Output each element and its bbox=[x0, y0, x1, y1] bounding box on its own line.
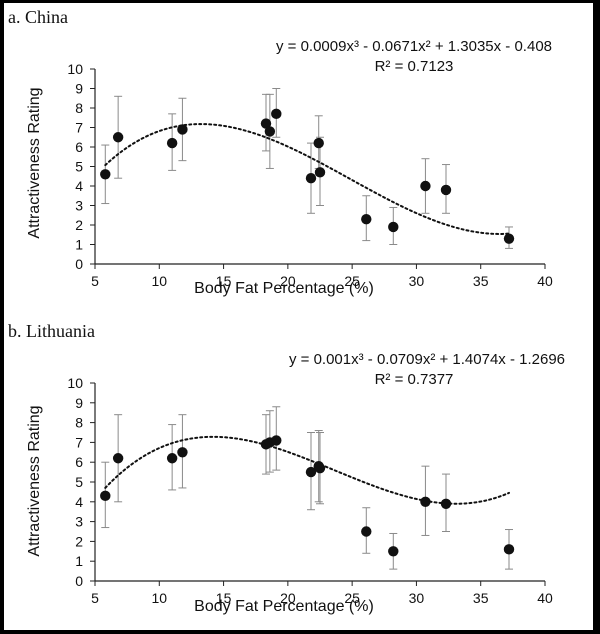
data-point bbox=[264, 126, 276, 137]
data-point bbox=[314, 462, 326, 474]
trendline bbox=[104, 123, 510, 235]
y-tick-label: 5 bbox=[75, 159, 83, 175]
data-point bbox=[440, 184, 452, 196]
data-point bbox=[112, 453, 124, 464]
y-tick-label: 2 bbox=[75, 217, 83, 233]
x-tick-label: 20 bbox=[280, 273, 296, 289]
data-point bbox=[271, 435, 282, 446]
data-point bbox=[305, 466, 317, 478]
y-tick-label: 8 bbox=[75, 415, 83, 431]
x-tick-label: 35 bbox=[473, 273, 489, 289]
data-point bbox=[388, 546, 399, 557]
x-tick-label: 5 bbox=[91, 273, 99, 289]
y-tick-label: 10 bbox=[67, 375, 83, 391]
x-tick-label: 15 bbox=[216, 590, 232, 606]
y-tick-label: 5 bbox=[75, 474, 83, 490]
data-point bbox=[361, 213, 372, 225]
figure-sheet: a. China y = 0.0009x³ - 0.0671x² + 1.303… bbox=[4, 3, 593, 630]
trendline-equation: y = 0.001x³ - 0.0709x² + 1.4074x - 1.269… bbox=[289, 351, 565, 368]
x-axis-label: Body Fat Percentage (%) bbox=[194, 280, 374, 297]
y-tick-label: 7 bbox=[75, 120, 83, 136]
panel-title: b. Lithuania bbox=[8, 321, 95, 341]
panel-china: a. China y = 0.0009x³ - 0.0671x² + 1.303… bbox=[8, 7, 553, 297]
x-tick-label: 30 bbox=[409, 273, 425, 289]
y-tick-label: 1 bbox=[75, 237, 83, 253]
x-tick-label: 40 bbox=[537, 273, 553, 289]
r-squared-label: R² = 0.7377 bbox=[375, 371, 454, 388]
r-squared-label: R² = 0.7123 bbox=[375, 58, 454, 75]
plot-area: 0 1 2 3 4 5 6 7 8 9 10 5 10 15 20 25 30 35 40 bbox=[67, 375, 553, 606]
y-tick-label: 6 bbox=[75, 139, 83, 155]
x-tick-label: 25 bbox=[344, 590, 360, 606]
data-point bbox=[314, 167, 326, 178]
y-tick-label: 4 bbox=[75, 178, 83, 194]
x-tick-label: 10 bbox=[151, 590, 167, 606]
data-point bbox=[166, 137, 178, 149]
y-tick-label: 3 bbox=[75, 514, 83, 530]
data-point bbox=[100, 169, 111, 180]
plot-area: 0 1 2 3 4 5 6 7 8 9 10 5 10 15 20 25 30 35 40 bbox=[67, 61, 553, 289]
data-point bbox=[503, 233, 515, 244]
data-point bbox=[166, 453, 178, 464]
panel-title: a. China bbox=[8, 7, 68, 27]
data-point bbox=[420, 496, 431, 507]
data-point bbox=[177, 447, 188, 458]
data-point bbox=[271, 108, 282, 120]
x-tick-label: 25 bbox=[344, 273, 360, 289]
panel-lithuania: b. Lithuania y = 0.001x³ - 0.0709x² + 1.… bbox=[8, 321, 565, 615]
data-point bbox=[177, 124, 188, 135]
data-point bbox=[420, 180, 431, 192]
y-tick-label: 0 bbox=[75, 256, 83, 272]
y-tick-label: 3 bbox=[75, 198, 83, 214]
data-point bbox=[388, 221, 399, 233]
x-axis-label: Body Fat Percentage (%) bbox=[194, 598, 374, 615]
figure-svg: a. China y = 0.0009x³ - 0.0671x² + 1.303… bbox=[8, 7, 565, 615]
trendline-equation: y = 0.0009x³ - 0.0671x² + 1.3035x - 0.40… bbox=[276, 38, 552, 55]
y-tick-label: 10 bbox=[67, 61, 83, 77]
x-tick-label: 5 bbox=[91, 590, 99, 606]
x-tick-label: 35 bbox=[473, 590, 489, 606]
x-tick-label: 10 bbox=[151, 273, 167, 289]
y-tick-label: 6 bbox=[75, 454, 83, 470]
data-point bbox=[361, 526, 372, 537]
y-tick-label: 7 bbox=[75, 434, 83, 450]
y-tick-label: 8 bbox=[75, 100, 83, 116]
data-point bbox=[112, 132, 124, 143]
data-point bbox=[313, 137, 324, 149]
y-tick-label: 1 bbox=[75, 553, 83, 569]
y-tick-label: 9 bbox=[75, 81, 83, 97]
y-axis-label: Attractiveness Rating bbox=[26, 87, 43, 238]
data-point bbox=[440, 498, 452, 509]
y-tick-label: 4 bbox=[75, 494, 83, 510]
x-tick-label: 20 bbox=[280, 590, 296, 606]
x-tick-label: 30 bbox=[409, 590, 425, 606]
y-tick-label: 0 bbox=[75, 573, 83, 589]
x-tick-label: 15 bbox=[216, 273, 232, 289]
data-point bbox=[260, 118, 272, 129]
data-point bbox=[503, 544, 515, 555]
x-tick-label: 40 bbox=[537, 590, 553, 606]
data-point bbox=[305, 173, 317, 184]
y-axis-label: Attractiveness Rating bbox=[26, 405, 43, 556]
data-point bbox=[100, 490, 111, 502]
y-tick-label: 9 bbox=[75, 395, 83, 411]
y-tick-label: 2 bbox=[75, 533, 83, 549]
